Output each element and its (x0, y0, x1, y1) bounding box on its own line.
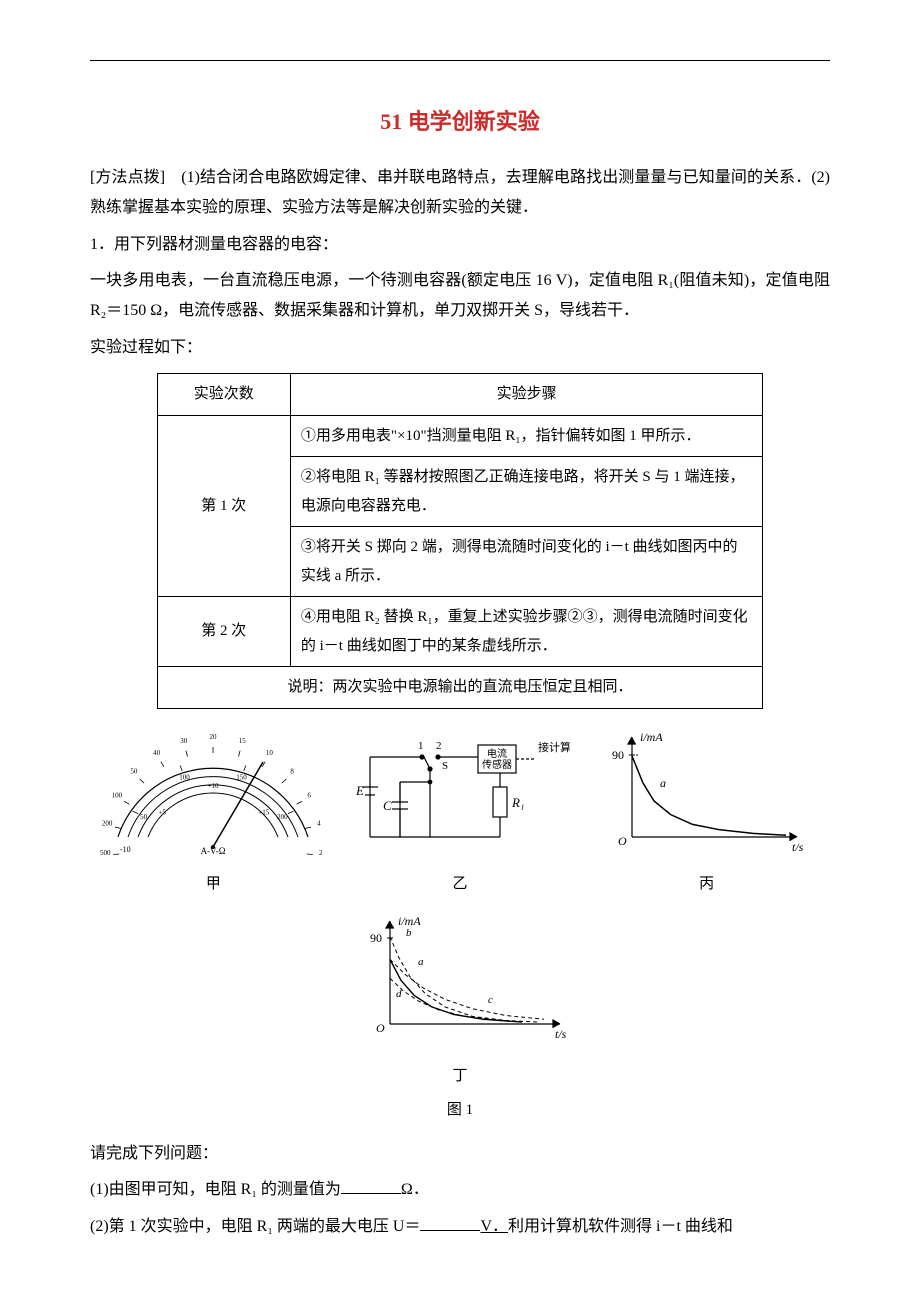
table-step3: ③将开关 S 掷向 2 端，测得电流随时间变化的 i－t 曲线如图丙中的实线 a… (290, 527, 763, 597)
q1-sub1-pre: (1)由图甲可知，电阻 R₁ 的测量值为 (90, 1181, 341, 1198)
graph-c-ytick: 90 (612, 748, 624, 762)
question1-process: 实验过程如下： (90, 333, 830, 363)
svg-text:100: 100 (112, 791, 123, 799)
figcap-bing: 丙 (583, 870, 830, 899)
graph-d-label-c: c (488, 994, 493, 1006)
table-row: 实验次数 实验步骤 (157, 374, 763, 416)
q1-sub2-mid: V． (480, 1218, 508, 1235)
blank-1[interactable] (341, 1176, 401, 1195)
graph-c-ylabel: i/mA (640, 730, 663, 744)
graph-c-curve-label: a (660, 776, 666, 790)
circuit-pos2: 2 (436, 740, 442, 752)
top-rule (90, 60, 830, 61)
page-title: 51 电学创新实验 (90, 101, 830, 143)
graph-d-origin: O (376, 1021, 385, 1035)
graph-d-label-b: b (406, 927, 412, 939)
svg-text:4: 4 (317, 819, 321, 827)
figcap-jia: 甲 (90, 870, 337, 899)
graph-d-label-d: d (396, 988, 402, 1000)
graph-d-label-a: a (418, 956, 424, 968)
question1-intro: 1．用下列器材测量电容器的电容： (90, 230, 830, 260)
table-step1: ①用多用电表"×10"挡测量电阻 R₁，指针偏转如图 1 甲所示． (290, 415, 763, 457)
graph-c-xlabel: t/s (792, 840, 804, 854)
svg-text:10: 10 (266, 748, 274, 756)
table-row2-label: 第 2 次 (157, 597, 290, 667)
page: 51 电学创新实验 [方法点拨] (1)结合闭合电路欧姆定律、串并联电路特点，去… (0, 0, 920, 1288)
q1-sub1-post: Ω． (401, 1181, 429, 1198)
circuit-S: S (442, 760, 448, 772)
svg-text:+5: +5 (159, 808, 167, 816)
graph-c-svg: i/mA t/s 90 O a (602, 727, 812, 857)
figure-row-1: 1k50020010050403020151086420050100150200… (90, 727, 830, 899)
svg-text:200: 200 (278, 813, 289, 821)
question1-materials: 一块多用电表，一台直流稳压电源，一个待测电容器(额定电压 16 V)，定值电阻 … (90, 266, 830, 327)
q1-sub2-post: 利用计算机软件测得 i－t 曲线和 (508, 1218, 733, 1235)
table-row: 说明：两次实验中电源输出的直流电压恒定且相同． (157, 667, 763, 709)
figcap-fig1: 图 1 (90, 1096, 830, 1125)
table-header-col1: 实验次数 (157, 374, 290, 416)
svg-text:100: 100 (180, 773, 191, 781)
svg-text:500: 500 (100, 849, 111, 857)
q1-sub2: (2)第 1 次实验中，电阻 R₁ 两端的最大电压 U＝ V．利用计算机软件测得 … (90, 1212, 830, 1242)
table-note: 说明：两次实验中电源输出的直流电压恒定且相同． (157, 667, 763, 709)
graph-d-xlabel: t/s (555, 1027, 567, 1041)
circuit-R1: R₁ (511, 795, 524, 810)
circuit-E: E (355, 783, 364, 798)
method-hint: [方法点拨] (1)结合闭合电路欧姆定律、串并联电路特点，去理解电路找出测量量与… (90, 163, 830, 224)
svg-text:8: 8 (291, 767, 295, 775)
figcap-ding: 丁 (90, 1062, 830, 1091)
blank-2[interactable] (420, 1212, 480, 1231)
experiment-table: 实验次数 实验步骤 第 1 次 ①用多用电表"×10"挡测量电阻 R₁，指针偏转… (157, 373, 764, 709)
svg-text:20: 20 (210, 733, 218, 741)
q1-sub1: (1)由图甲可知，电阻 R₁ 的测量值为 Ω． (90, 1175, 830, 1205)
multimeter-svg: 1k50020010050403020151086420050100150200… (98, 727, 328, 857)
q1-sub2-pre: (2)第 1 次实验中，电阻 R₁ 两端的最大电压 U＝ (90, 1218, 420, 1235)
q1-followup: 请完成下列问题： (90, 1139, 830, 1169)
table-row1-label: 第 1 次 (157, 415, 290, 597)
svg-text:200: 200 (102, 819, 113, 827)
table-step4: ④用电阻 R₂ 替换 R₁，重复上述实验步骤②③，测得电流随时间变化的 i－t … (290, 597, 763, 667)
figure-bing: i/mA t/s 90 O a 丙 (583, 727, 830, 899)
svg-text:+10: +10 (208, 782, 219, 790)
svg-text:6: 6 (308, 791, 312, 799)
svg-text:150: 150 (237, 773, 248, 781)
svg-text:30: 30 (181, 737, 189, 745)
graph-d-svg: i/mA t/s 90 O b a c d (340, 909, 580, 1049)
circuit-svg: E 1 2 S 电流 传感器 (350, 727, 570, 857)
figure-yi: E 1 2 S 电流 传感器 (337, 727, 584, 899)
figure-jia: 1k50020010050403020151086420050100150200… (90, 727, 337, 899)
graph-c-origin: O (618, 834, 627, 848)
svg-text:40: 40 (154, 748, 162, 756)
table-header-col2: 实验步骤 (290, 374, 763, 416)
circuit-sensor-l2: 传感器 (482, 758, 512, 771)
svg-text:50: 50 (131, 767, 139, 775)
figure-row-2: i/mA t/s 90 O b a c d 丁 图 1 (90, 909, 830, 1125)
table-row: 第 2 次 ④用电阻 R₂ 替换 R₁，重复上述实验步骤②③，测得电流随时间变化… (157, 597, 763, 667)
meter-unit-label: A-V-Ω (201, 846, 226, 856)
svg-text:15: 15 (239, 737, 247, 745)
circuit-pos1: 1 (418, 740, 424, 752)
graph-d-ytick: 90 (370, 931, 382, 945)
svg-text:+15: +15 (259, 808, 270, 816)
graph-d-ylabel: i/mA (398, 914, 421, 928)
table-step2: ②将电阻 R₁ 等器材按照图乙正确连接电路，将开关 S 与 1 端连接，电源向电… (290, 457, 763, 527)
svg-text:50: 50 (140, 813, 148, 821)
circuit-C: C (383, 798, 392, 813)
svg-text:2: 2 (319, 849, 323, 857)
table-row: 第 1 次 ①用多用电表"×10"挡测量电阻 R₁，指针偏转如图 1 甲所示． (157, 415, 763, 457)
figcap-yi: 乙 (337, 870, 584, 899)
meter-bottom-left: -10 (120, 845, 131, 854)
circuit-computer: 接计算机 (538, 740, 570, 754)
circuit-sensor-l1: 电流 (487, 747, 507, 760)
